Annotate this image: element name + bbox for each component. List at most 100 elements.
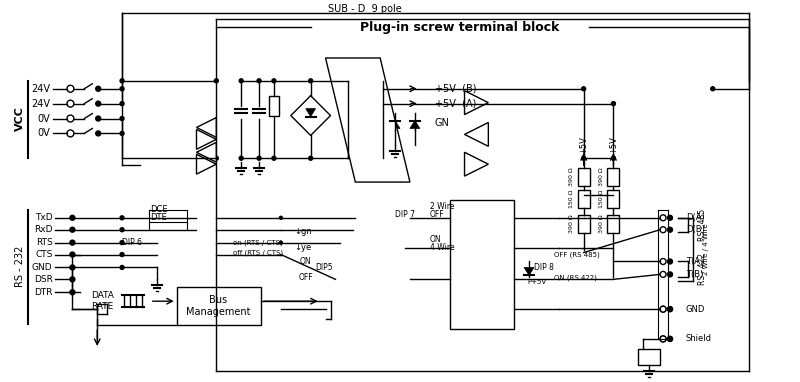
Text: Plug-in screw terminal block: Plug-in screw terminal block bbox=[360, 21, 559, 34]
Circle shape bbox=[70, 215, 75, 220]
Text: RS - 422: RS - 422 bbox=[698, 253, 707, 285]
Circle shape bbox=[120, 87, 124, 91]
Circle shape bbox=[279, 241, 282, 244]
Circle shape bbox=[70, 277, 75, 282]
Text: VCC: VCC bbox=[14, 106, 25, 131]
Circle shape bbox=[70, 227, 75, 232]
Text: ↓ye: ↓ye bbox=[294, 243, 311, 252]
Polygon shape bbox=[410, 120, 420, 128]
Circle shape bbox=[120, 79, 124, 83]
Circle shape bbox=[660, 306, 666, 312]
Text: GND: GND bbox=[686, 304, 706, 314]
Text: GND: GND bbox=[32, 263, 53, 272]
Text: DIP5: DIP5 bbox=[316, 263, 334, 272]
Circle shape bbox=[660, 271, 666, 277]
Bar bbox=[607, 168, 619, 186]
Bar bbox=[607, 190, 619, 208]
Polygon shape bbox=[465, 152, 488, 176]
Circle shape bbox=[667, 307, 673, 312]
Text: P+5V: P+5V bbox=[527, 279, 546, 285]
Circle shape bbox=[272, 156, 276, 160]
Text: DIP 8: DIP 8 bbox=[534, 263, 554, 272]
Circle shape bbox=[257, 79, 261, 83]
Text: T(B): T(B) bbox=[686, 270, 703, 279]
Circle shape bbox=[257, 156, 261, 160]
Text: DSR: DSR bbox=[34, 275, 53, 284]
Circle shape bbox=[667, 337, 673, 342]
Circle shape bbox=[96, 131, 101, 136]
Circle shape bbox=[67, 115, 74, 122]
Circle shape bbox=[120, 216, 124, 220]
Circle shape bbox=[120, 131, 124, 135]
Polygon shape bbox=[465, 91, 488, 115]
Text: 390 Ω: 390 Ω bbox=[599, 168, 604, 186]
Text: 24V: 24V bbox=[31, 99, 50, 108]
Text: D(B): D(B) bbox=[686, 225, 705, 234]
Polygon shape bbox=[197, 154, 216, 174]
Text: OFF (RS 485): OFF (RS 485) bbox=[554, 251, 600, 258]
Polygon shape bbox=[326, 58, 410, 182]
Circle shape bbox=[309, 156, 313, 160]
Circle shape bbox=[239, 79, 243, 83]
Text: ON (RS 422): ON (RS 422) bbox=[554, 274, 597, 281]
Circle shape bbox=[120, 241, 124, 244]
Text: TxD: TxD bbox=[35, 213, 53, 222]
Text: DTR: DTR bbox=[34, 288, 53, 297]
Text: RS - 232: RS - 232 bbox=[14, 246, 25, 287]
Circle shape bbox=[67, 100, 74, 107]
Text: Bus
Management: Bus Management bbox=[186, 295, 250, 317]
Text: off (RTS / CTS): off (RTS / CTS) bbox=[234, 249, 283, 256]
Circle shape bbox=[667, 215, 673, 220]
Text: +5V  (B): +5V (B) bbox=[434, 84, 476, 94]
Bar bbox=[578, 215, 590, 233]
Text: ↓gn: ↓gn bbox=[294, 227, 311, 236]
Circle shape bbox=[660, 215, 666, 221]
Polygon shape bbox=[197, 142, 216, 162]
Circle shape bbox=[70, 240, 75, 245]
Circle shape bbox=[120, 102, 124, 106]
Text: 0V: 0V bbox=[38, 113, 50, 123]
Circle shape bbox=[667, 337, 673, 342]
Text: DTE: DTE bbox=[150, 213, 166, 222]
Text: DATA
RATE: DATA RATE bbox=[90, 291, 114, 311]
Text: on (RTS / CTS): on (RTS / CTS) bbox=[234, 240, 283, 246]
Circle shape bbox=[272, 79, 276, 83]
Circle shape bbox=[660, 306, 666, 312]
Text: 390 Ω: 390 Ω bbox=[570, 168, 574, 186]
Circle shape bbox=[96, 86, 101, 91]
Circle shape bbox=[96, 101, 101, 106]
Circle shape bbox=[660, 259, 666, 264]
Bar bbox=[607, 215, 619, 233]
Circle shape bbox=[660, 227, 666, 233]
Bar bbox=[450, 200, 514, 329]
Circle shape bbox=[67, 130, 74, 137]
Circle shape bbox=[309, 79, 313, 83]
Text: +5V: +5V bbox=[579, 136, 588, 154]
Text: DIP 7: DIP 7 bbox=[395, 210, 415, 219]
Circle shape bbox=[96, 116, 101, 121]
Text: 390 Ω: 390 Ω bbox=[599, 214, 604, 233]
Text: Shield: Shield bbox=[686, 334, 712, 343]
Bar bbox=[269, 96, 279, 115]
Circle shape bbox=[582, 156, 586, 160]
Polygon shape bbox=[390, 120, 400, 128]
Polygon shape bbox=[465, 123, 488, 146]
Bar bbox=[578, 168, 590, 186]
Circle shape bbox=[667, 259, 673, 264]
Circle shape bbox=[67, 85, 74, 92]
Circle shape bbox=[279, 216, 282, 219]
Text: 24V: 24V bbox=[31, 84, 50, 94]
Text: 390 Ω: 390 Ω bbox=[570, 214, 574, 233]
Circle shape bbox=[660, 336, 666, 342]
Circle shape bbox=[214, 79, 218, 83]
Circle shape bbox=[120, 117, 124, 120]
Circle shape bbox=[611, 102, 615, 106]
Text: ON: ON bbox=[300, 257, 311, 266]
Text: 150 Ω: 150 Ω bbox=[599, 190, 604, 208]
Text: GN: GN bbox=[434, 118, 450, 128]
Circle shape bbox=[667, 307, 673, 312]
Polygon shape bbox=[197, 129, 216, 149]
Text: RS - 485: RS - 485 bbox=[698, 209, 707, 241]
Bar bbox=[638, 349, 660, 365]
Circle shape bbox=[120, 265, 124, 269]
